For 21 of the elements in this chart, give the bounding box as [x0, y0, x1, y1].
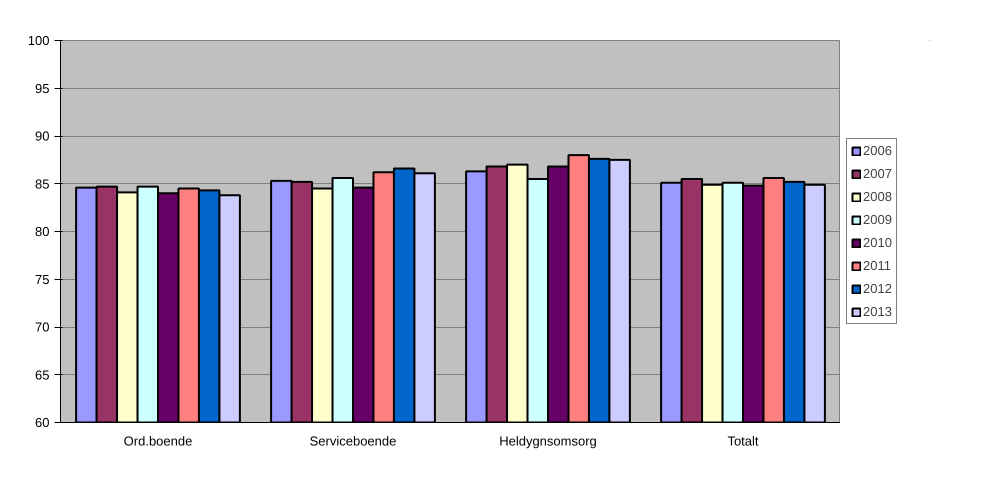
legend-label: 2012	[863, 281, 892, 296]
y-tick-label: 100	[28, 33, 50, 48]
y-tick-label: 85	[35, 176, 50, 192]
y-tick-label: 75	[35, 272, 50, 287]
x-tick-label: Serviceboende	[310, 434, 396, 448]
legend-label: 2006	[863, 143, 892, 158]
legend-label: 2011	[863, 258, 891, 273]
legend-label: 2009	[863, 212, 892, 227]
y-tick-label: 95	[35, 80, 50, 96]
x-tick-label: Ord.boende	[124, 434, 192, 448]
legend-label: 2013	[863, 304, 892, 319]
x-tick-label: Heldygnsomsorg	[499, 434, 597, 448]
y-tick-label: 60	[35, 415, 50, 430]
x-tick-label: Totalt	[727, 434, 759, 448]
y-tick-label: 80	[35, 224, 50, 239]
y-tick-label: 65	[35, 367, 50, 382]
legend-label: 2007	[863, 166, 892, 181]
legend-label: 2010	[863, 235, 892, 250]
y-tick-label: 90	[35, 128, 50, 144]
legend-label: 2008	[863, 189, 892, 204]
y-tick-label: 70	[35, 320, 50, 334]
